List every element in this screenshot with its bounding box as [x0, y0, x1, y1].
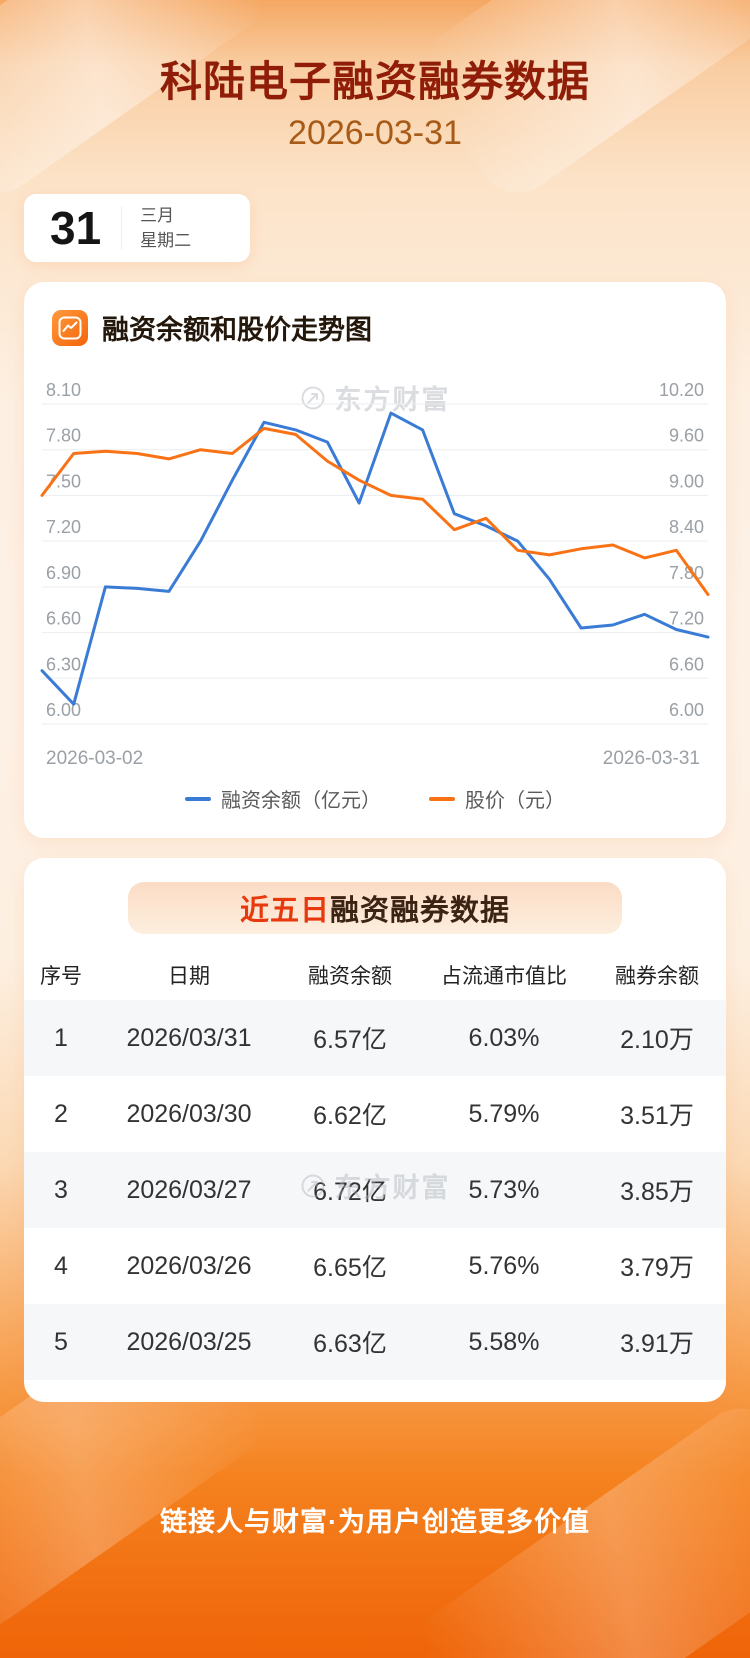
table-cell: 5.76% — [468, 1251, 540, 1280]
table-row: 5 2026/03/25 6.63亿 5.58% 3.91万 — [24, 1304, 726, 1380]
series-line-1 — [40, 426, 710, 596]
table-cell: 5.73% — [468, 1175, 540, 1204]
table-cell: 3.51万 — [620, 1102, 694, 1130]
right-axis-tick: 8.40 — [669, 517, 704, 537]
calendar-weekday: 星期二 — [140, 230, 192, 250]
table-cell: 3 — [54, 1175, 68, 1204]
column-header: 融券余额 — [615, 965, 699, 988]
table-cell: 3.91万 — [620, 1330, 694, 1358]
table-cell: 6.57亿 — [313, 1026, 387, 1054]
left-axis-tick: 8.10 — [46, 380, 81, 400]
chart-section-title: 融资余额和股价走势图 — [102, 315, 372, 345]
legend-label: 股价（元） — [465, 790, 565, 812]
table-row: 3 2026/03/27 6.72亿 5.73% 3.85万 — [24, 1152, 726, 1228]
table-cell: 3.85万 — [620, 1178, 694, 1206]
table-cell: 2026/03/27 — [126, 1175, 252, 1204]
right-axis-tick: 6.60 — [669, 654, 704, 674]
chart-card: 融资余额和股价走势图 东方财富 8.10 10.20 7.80 9.60 7.50 9.0… — [24, 282, 726, 838]
right-axis-tick: 7.20 — [669, 609, 704, 629]
right-axis-tick: 10.20 — [659, 380, 704, 400]
margin-data-table: 序号 日期 融资余额 占流通市值比 融券余额 1 2026/03/31 6.57亿 6.03%… — [24, 950, 726, 1380]
left-axis-tick: 6.30 — [46, 654, 81, 674]
column-header: 占流通市值比 — [441, 965, 567, 988]
left-axis-tick: 7.20 — [46, 517, 81, 537]
table-row: 4 2026/03/26 6.65亿 5.76% 3.79万 — [24, 1228, 726, 1304]
trend-chart: 8.10 10.207.80 9.607.50 9.007.20 8.406.90 7.8… — [40, 380, 710, 725]
left-axis-tick: 6.00 — [46, 700, 81, 720]
calendar-card: 31 三月 星期二 — [24, 194, 250, 262]
series-line-0 — [40, 411, 710, 706]
column-header: 融资余额 — [308, 965, 392, 988]
legend-swatch-orange — [429, 796, 455, 801]
table-cell: 2 — [54, 1099, 68, 1128]
legend-item-margin-balance: 融资余额（亿元） — [185, 784, 381, 813]
chart-legend: 融资余额（亿元） 股价（元） — [24, 784, 726, 813]
trend-chart-icon — [52, 309, 88, 346]
table-section-title: 近五日 融资融券数据 — [127, 882, 623, 934]
table-cell: 5 — [54, 1327, 68, 1356]
right-axis-tick: 9.60 — [669, 426, 704, 446]
table-cell: 6.62亿 — [313, 1102, 387, 1130]
table-title-highlight: 近五日 — [239, 895, 330, 927]
table-cell: 4 — [54, 1251, 68, 1280]
table-cell: 5.79% — [468, 1099, 540, 1128]
table-header-row: 序号 日期 融资余额 占流通市值比 融券余额 — [24, 950, 726, 1000]
table-cell: 2026/03/25 — [126, 1327, 252, 1356]
x-axis-end-label: 2026-03-31 — [602, 748, 700, 769]
right-axis-tick: 9.00 — [669, 471, 704, 491]
legend-label: 融资余额（亿元） — [221, 790, 381, 812]
x-axis-start-label: 2026-03-02 — [46, 748, 144, 769]
table-cell: 3.79万 — [620, 1254, 694, 1282]
table-title-rest: 融资融券数据 — [330, 895, 511, 927]
table-cell: 6.03% — [468, 1023, 540, 1052]
column-header: 序号 — [40, 965, 82, 988]
table-card: 近五日 融资融券数据 东方财富 序号 日期 融资余额 占流通市值比 融券余额 1 2026/… — [24, 858, 726, 1402]
table-cell: 2.10万 — [620, 1026, 694, 1054]
calendar-day: 31 — [50, 202, 102, 254]
footer-slogan: 链接人与财富·为用户创造更多价值 — [160, 1507, 590, 1537]
table-cell: 1 — [54, 1023, 68, 1052]
table-cell: 2026/03/26 — [126, 1251, 252, 1280]
left-axis-tick: 6.60 — [46, 609, 81, 629]
left-axis-tick: 6.90 — [46, 563, 81, 583]
left-axis-tick: 7.80 — [46, 426, 81, 446]
table-cell: 6.65亿 — [313, 1254, 387, 1282]
column-header: 日期 — [168, 965, 210, 988]
table-cell: 6.63亿 — [313, 1330, 387, 1358]
table-cell: 2026/03/30 — [126, 1099, 252, 1128]
right-axis-tick: 6.00 — [669, 700, 704, 720]
table-row: 2 2026/03/30 6.62亿 5.79% 3.51万 — [24, 1076, 726, 1152]
x-axis-labels: 2026-03-02 2026-03-31 — [46, 748, 700, 770]
table-cell: 2026/03/31 — [126, 1023, 252, 1052]
page-date: 2026-03-31 — [288, 114, 462, 152]
page-title: 科陆电子融资融券数据 — [159, 58, 590, 105]
legend-swatch-blue — [185, 796, 211, 801]
legend-item-stock-price: 股价（元） — [429, 784, 565, 813]
calendar-month: 三月 — [140, 205, 175, 225]
table-cell: 5.58% — [468, 1327, 540, 1356]
table-row: 1 2026/03/31 6.57亿 6.03% 2.10万 — [24, 1000, 726, 1076]
table-cell: 6.72亿 — [313, 1178, 387, 1206]
